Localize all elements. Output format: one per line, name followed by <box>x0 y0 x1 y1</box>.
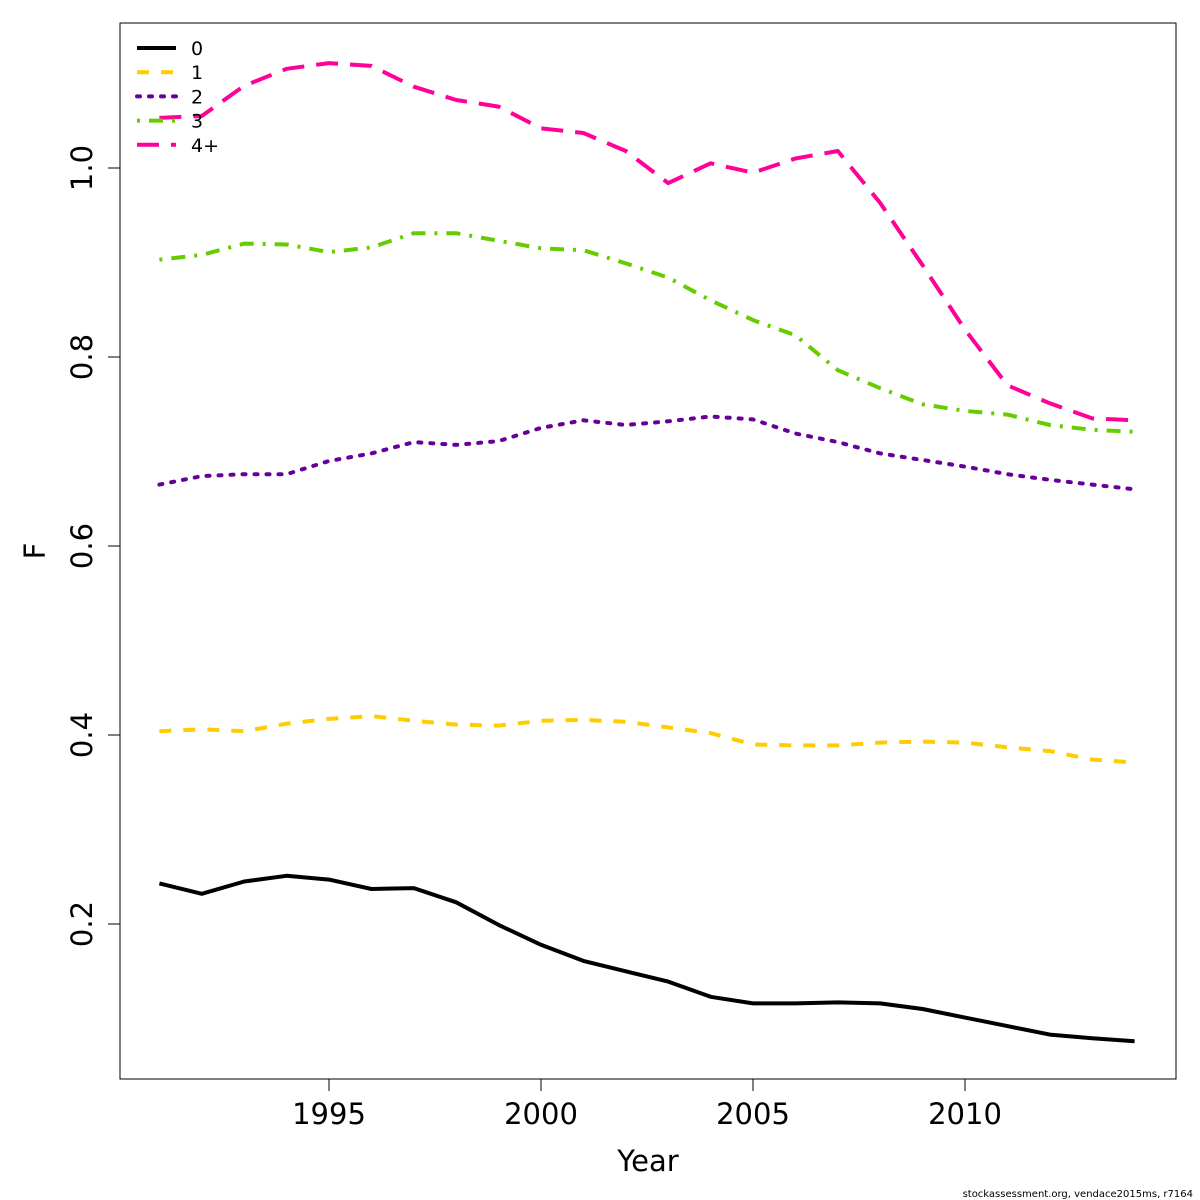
series-layer <box>157 61 1137 1044</box>
series-line <box>157 414 1137 492</box>
series-line <box>159 61 1135 423</box>
x-tick-label: 2000 <box>504 1097 578 1131</box>
series-0 <box>158 873 1135 1044</box>
plot-frame <box>119 22 1177 1080</box>
y-tick-label: 0.8 <box>65 334 99 380</box>
legend-item: 4+ <box>137 135 219 157</box>
series-4plus <box>159 61 1135 423</box>
x-tick-label: 2005 <box>716 1097 790 1131</box>
series-line <box>158 873 1135 1044</box>
legend: 012 34+ <box>135 38 219 157</box>
y-tick-label: 1.0 <box>65 145 99 191</box>
legend-label: 0 <box>191 38 203 60</box>
legend-item: 3 <box>137 111 203 133</box>
series-line <box>159 231 1135 434</box>
y-axis-title: F <box>18 543 52 560</box>
series-3 <box>159 231 1135 434</box>
legend-item: 2 <box>135 86 203 108</box>
x-axis: 1995 2000 2005 2010 <box>292 1078 1002 1131</box>
series-1 <box>159 714 1135 765</box>
x-axis-title: Year <box>616 1144 678 1178</box>
series-line <box>159 714 1135 765</box>
legend-item: 0 <box>137 38 203 60</box>
y-axis: 0.2 0.4 0.6 0.8 1.0 <box>65 145 121 947</box>
legend-label: 3 <box>191 111 203 133</box>
y-tick-label: 0.4 <box>65 712 99 758</box>
x-tick-label: 1995 <box>292 1097 366 1131</box>
legend-label: 2 <box>191 86 203 108</box>
y-tick-label: 0.2 <box>65 901 99 947</box>
footer-credit: stockassessment.org, vendace2015ms, r716… <box>963 1189 1193 1200</box>
x-tick-label: 2010 <box>928 1097 1002 1131</box>
y-tick-label: 0.6 <box>65 523 99 569</box>
legend-label: 1 <box>191 62 203 84</box>
legend-label: 4+ <box>191 135 219 157</box>
series-2 <box>157 414 1137 492</box>
legend-item: 1 <box>137 62 203 84</box>
